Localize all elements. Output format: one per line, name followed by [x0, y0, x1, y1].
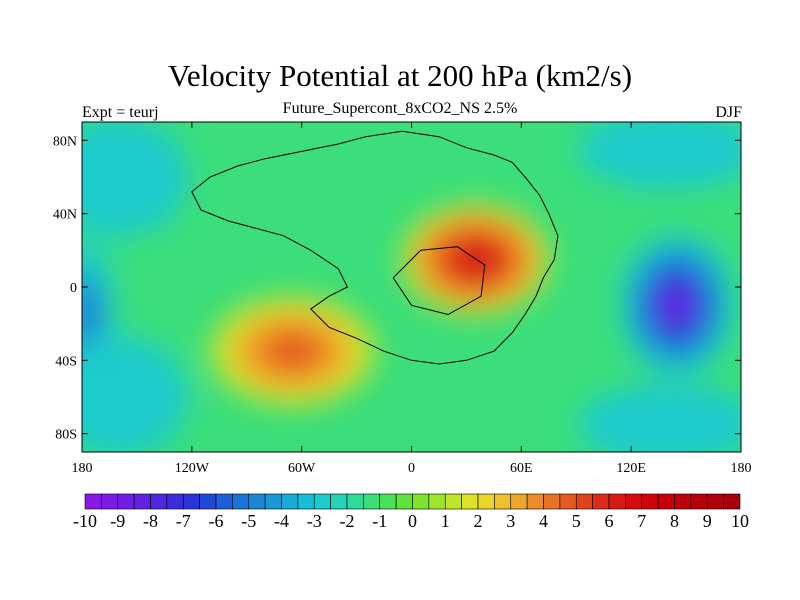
- colorbar-box-11: [264, 493, 282, 510]
- colorbar-box-28: [543, 493, 561, 510]
- plot-subtitle: Future_Supercont_8xCO2_NS 2.5%: [282, 100, 518, 117]
- colorbar-label-12: 2: [474, 511, 483, 531]
- field-band-sw: [82, 337, 189, 452]
- colorbar-box-17: [363, 493, 381, 510]
- field-contour-3-7: [82, 304, 90, 325]
- colorbar-label-19: 9: [703, 511, 712, 531]
- lon-tick-label-2: 60W: [288, 461, 316, 476]
- lat-tick-label-0: 80N: [53, 134, 77, 149]
- colorbar-box-27: [526, 493, 544, 510]
- colorbar-box-37: [690, 493, 708, 510]
- colorbar-label-9: -1: [372, 511, 387, 531]
- colorbar-box-13: [297, 493, 315, 510]
- colorbar-box-36: [674, 493, 692, 510]
- colorbar-box-21: [428, 493, 446, 510]
- colorbar-box-29: [559, 493, 577, 510]
- lon-tick-label-4: 60E: [510, 461, 533, 476]
- colorbar-label-15: 5: [572, 511, 581, 531]
- lat-tick-label-3: 40S: [55, 354, 77, 369]
- lat-tick-label-4: 80S: [55, 428, 77, 443]
- colorbar-box-0: [84, 493, 102, 510]
- colorbar-box-23: [461, 493, 479, 510]
- colorbar-label-18: 8: [670, 511, 679, 531]
- colorbar-box-7: [199, 493, 217, 510]
- colorbar-box-2: [117, 493, 135, 510]
- lon-tick-label-6: 180: [731, 461, 752, 476]
- colorbar-label-7: -3: [307, 511, 322, 531]
- colorbar-label-11: 1: [441, 511, 450, 531]
- map-axis-ticks: 180 120W 60W 0 60E 120E 180 80N 40N 0 40S 80S: [53, 122, 752, 476]
- field-contour-1-7: [282, 344, 303, 359]
- colorbar-box-25: [494, 493, 512, 510]
- colorbar-label-1: -9: [110, 511, 125, 531]
- season-label: DJF: [715, 104, 742, 121]
- inland-coastline: [392, 246, 486, 316]
- colorbar-box-4: [150, 493, 168, 510]
- lon-tick-label-1: 120W: [175, 461, 210, 476]
- colorbar-box-35: [657, 493, 675, 510]
- colorbar-box-31: [592, 493, 610, 510]
- velocity-potential-field: [82, 122, 741, 452]
- colorbar-box-32: [608, 493, 626, 510]
- colorbar-label-20: 10: [731, 511, 749, 531]
- colorbar-box-34: [641, 493, 659, 510]
- colorbar-box-12: [281, 493, 299, 510]
- colorbar-label-8: -2: [340, 511, 355, 531]
- colorbar-box-33: [625, 493, 643, 510]
- colorbar-box-22: [444, 493, 462, 510]
- colorbar-box-6: [182, 493, 200, 510]
- colorbar-box-24: [477, 493, 495, 510]
- lon-tick-label-3: 0: [408, 461, 415, 476]
- colorbar-box-30: [575, 493, 593, 510]
- field-contour-2-7: [669, 296, 685, 315]
- colorbar-box-38: [706, 493, 724, 510]
- lon-tick-label-0: 180: [72, 461, 93, 476]
- colorbar-label-5: -5: [241, 511, 256, 531]
- colorbar-box-10: [248, 493, 266, 510]
- lat-tick-label-1: 40N: [53, 208, 77, 223]
- colorbar-label-3: -7: [176, 511, 191, 531]
- lon-tick-label-5: 120E: [616, 461, 646, 476]
- colorbar-label-13: 3: [506, 511, 515, 531]
- colorbar-label-17: 7: [637, 511, 646, 531]
- colorbar-label-6: -4: [274, 511, 289, 531]
- colorbar-box-5: [166, 493, 184, 510]
- plot-title: Velocity Potential at 200 hPa (km2/s): [167, 58, 633, 93]
- colorbar-box-19: [395, 493, 413, 510]
- colorbar-label-16: 6: [605, 511, 614, 531]
- coastline-outline: [191, 130, 559, 365]
- field-band-ne: [577, 122, 741, 190]
- lat-tick-label-2: 0: [70, 281, 77, 296]
- colorbar-box-15: [330, 493, 348, 510]
- colorbar-box-26: [510, 493, 528, 510]
- colorbar-box-39: [723, 493, 741, 510]
- colorbar-box-16: [346, 493, 364, 510]
- experiment-label: Expt = teurj: [82, 104, 159, 121]
- colorbar-label-2: -8: [143, 511, 158, 531]
- colorbar-box-18: [379, 493, 397, 510]
- field-band-nw: [82, 122, 189, 237]
- colorbar-label-14: 4: [539, 511, 548, 531]
- colorbar-box-8: [215, 493, 233, 510]
- colorbar-box-9: [232, 493, 250, 510]
- colorbar-box-3: [133, 493, 151, 510]
- field-band-se: [577, 384, 741, 452]
- colorbar-box-1: [101, 493, 119, 510]
- colorbar-box-14: [313, 493, 331, 510]
- colorbar: -10 -9 -8 -7 -6 -5 -4 -3 -2 -1 0 1 2 3 4 5 6 7 8 9 10: [73, 493, 749, 531]
- colorbar-label-10: 0: [408, 511, 417, 531]
- colorbar-box-20: [412, 493, 430, 510]
- colorbar-label-4: -6: [209, 511, 224, 531]
- colorbar-label-0: -10: [73, 511, 97, 531]
- supercontinent-coastline: [191, 130, 559, 365]
